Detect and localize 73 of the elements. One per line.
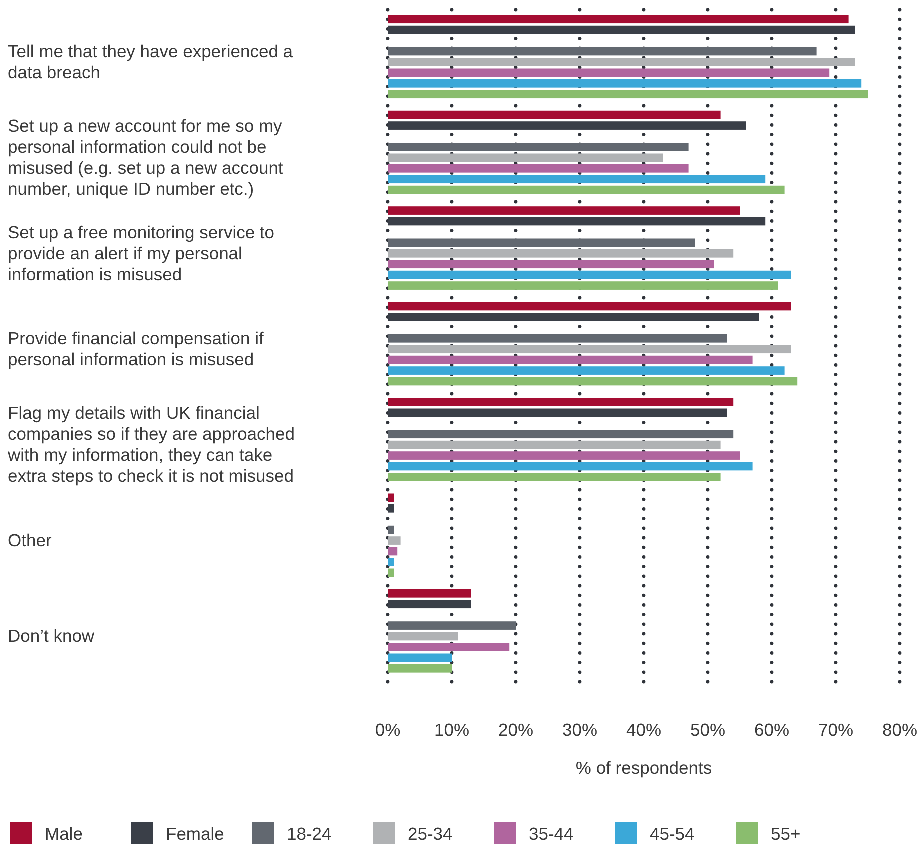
bar [388, 47, 817, 56]
bar [388, 664, 452, 673]
bar [388, 217, 766, 226]
bar [388, 68, 830, 78]
legend-label: 25-34 [408, 824, 454, 844]
bar [388, 452, 740, 460]
x-tick-label: 20% [498, 720, 534, 740]
bar [388, 547, 398, 556]
bar [388, 110, 721, 120]
bar [388, 473, 721, 482]
bar [388, 334, 728, 343]
bar [388, 504, 394, 513]
bar [388, 366, 785, 375]
bar [388, 345, 792, 354]
bar [388, 175, 766, 184]
bar [388, 632, 458, 641]
bar [388, 589, 472, 598]
y-tick-label: Flag my details with UK financial companies so if they are approached with my information, they can take extra steps to check it is not misused [7, 403, 295, 486]
bar [388, 558, 394, 566]
bar [388, 186, 785, 194]
legend-label: Male [45, 824, 83, 844]
y-tick-label: Other [8, 530, 52, 550]
bar [388, 260, 714, 269]
legend-label: 35-44 [529, 824, 574, 844]
bar [388, 600, 472, 609]
legend-label: 18-24 [287, 824, 332, 844]
bar [388, 568, 394, 578]
x-tick-label: 60% [754, 720, 790, 740]
bar [388, 249, 734, 258]
bar [388, 282, 778, 290]
bar [388, 526, 394, 534]
x-tick-label: 10% [434, 720, 470, 740]
bar [388, 536, 401, 545]
bar [388, 143, 689, 152]
y-tick-label: Provide financial compensation if personal information is misused [8, 328, 264, 370]
x-tick-label: 40% [626, 720, 662, 740]
bar [388, 377, 798, 386]
x-axis-title: % of respondents [576, 758, 712, 778]
bar [388, 462, 753, 471]
bar [388, 58, 856, 66]
bar [388, 90, 868, 99]
bar [388, 430, 734, 439]
bar [388, 26, 856, 34]
legend-label: Female [166, 824, 224, 844]
x-tick-label: 30% [562, 720, 598, 740]
bar [388, 440, 721, 450]
bar [388, 270, 792, 280]
x-tick-label: 50% [690, 720, 726, 740]
x-tick-label: 80% [882, 720, 918, 740]
legend-label: 45-54 [650, 824, 696, 844]
bar [388, 398, 734, 406]
bar [388, 622, 516, 630]
bar [388, 122, 746, 130]
bar [388, 79, 862, 88]
y-tick-label: Set up a new account for me so my personal information could not be misused (e.g. set up a new account number, unique ID number etc.) [8, 116, 284, 200]
bar [388, 15, 849, 24]
bar [388, 154, 664, 162]
x-tick-label: 0% [375, 720, 401, 740]
bar [388, 164, 689, 173]
x-tick-label: 70% [818, 720, 854, 740]
y-tick-label: Don’t know [8, 626, 95, 646]
bar [388, 356, 753, 364]
bar [388, 302, 792, 311]
bar [388, 654, 452, 662]
bar [388, 313, 760, 322]
y-tick-label: Tell me that they have experienced a data breach [8, 41, 294, 82]
bar [388, 206, 740, 215]
y-tick-label: Set up a free monitoring service to provide an alert if my personal information is misused [8, 222, 275, 284]
legend-label: 55+ [771, 824, 801, 844]
bar [388, 238, 696, 248]
bar [388, 494, 394, 502]
bar [388, 643, 510, 652]
bar [388, 408, 728, 418]
